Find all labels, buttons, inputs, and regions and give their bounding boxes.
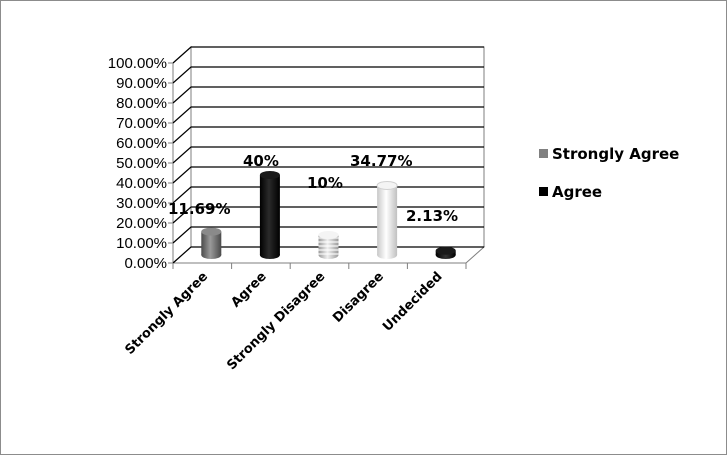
bar-undecided	[435, 246, 456, 259]
bar-top	[435, 246, 456, 255]
gridline	[172, 146, 484, 164]
x-tick-label: Undecided	[380, 269, 445, 334]
bar-agree	[259, 171, 280, 259]
bar-top	[259, 171, 280, 179]
bar-top	[318, 231, 339, 239]
legend: Strongly Agree Agree	[539, 145, 679, 201]
data-label: 40%	[243, 152, 279, 170]
bar-strongly-disagree	[318, 231, 339, 259]
gridline	[172, 166, 484, 184]
legend-label: Agree	[552, 183, 602, 201]
y-tick-label: 100.00%	[108, 55, 167, 72]
data-label: 10%	[307, 174, 343, 192]
y-tick-label: 30.00%	[116, 195, 167, 212]
bar-top	[376, 180, 398, 190]
y-tick-label: 10.00%	[116, 235, 167, 252]
y-tick-label: 40.00%	[116, 175, 167, 192]
y-tick-label: 20.00%	[116, 215, 167, 232]
legend-swatch	[539, 187, 548, 196]
bar-strongly-agree	[201, 227, 222, 259]
x-tick-label: Disagree	[330, 269, 387, 326]
gridline	[172, 66, 484, 84]
bar-body	[259, 175, 280, 255]
gridline	[172, 106, 484, 124]
y-tick-label: 70.00%	[116, 115, 167, 132]
bar-disagree	[376, 180, 398, 259]
bar-base	[259, 251, 280, 259]
data-labels: 11.69% 40% 10% 34.77% 2.13%	[168, 152, 458, 225]
bar-base	[201, 251, 222, 259]
data-label: 11.69%	[168, 200, 230, 218]
legend-swatch	[539, 149, 548, 158]
x-tick-label: Agree	[228, 269, 269, 310]
gridline	[172, 126, 484, 144]
bar-texture	[318, 235, 339, 255]
y-tick-label: 60.00%	[116, 135, 167, 152]
y-axis: 0.00% 10.00% 20.00% 30.00% 40.00% 50.00% 60.00…	[108, 55, 173, 272]
data-label: 2.13%	[406, 207, 458, 225]
legend-label: Strongly Agree	[552, 145, 679, 163]
gridline	[172, 86, 484, 104]
bars	[201, 171, 456, 259]
x-tick-label: Strongly Disagree	[224, 269, 328, 373]
y-tick-label: 90.00%	[116, 75, 167, 92]
bar-body	[377, 185, 398, 255]
x-tick-label: Strongly Agree	[122, 269, 211, 358]
data-label: 34.77%	[350, 152, 412, 170]
bar-top	[201, 227, 222, 236]
y-tick-label: 50.00%	[116, 155, 167, 172]
bar-base	[377, 251, 398, 259]
y-tick-label: 80.00%	[116, 95, 167, 112]
bar-body	[201, 231, 222, 255]
y-tick-label: 0.00%	[124, 255, 167, 272]
gridline	[172, 46, 484, 64]
